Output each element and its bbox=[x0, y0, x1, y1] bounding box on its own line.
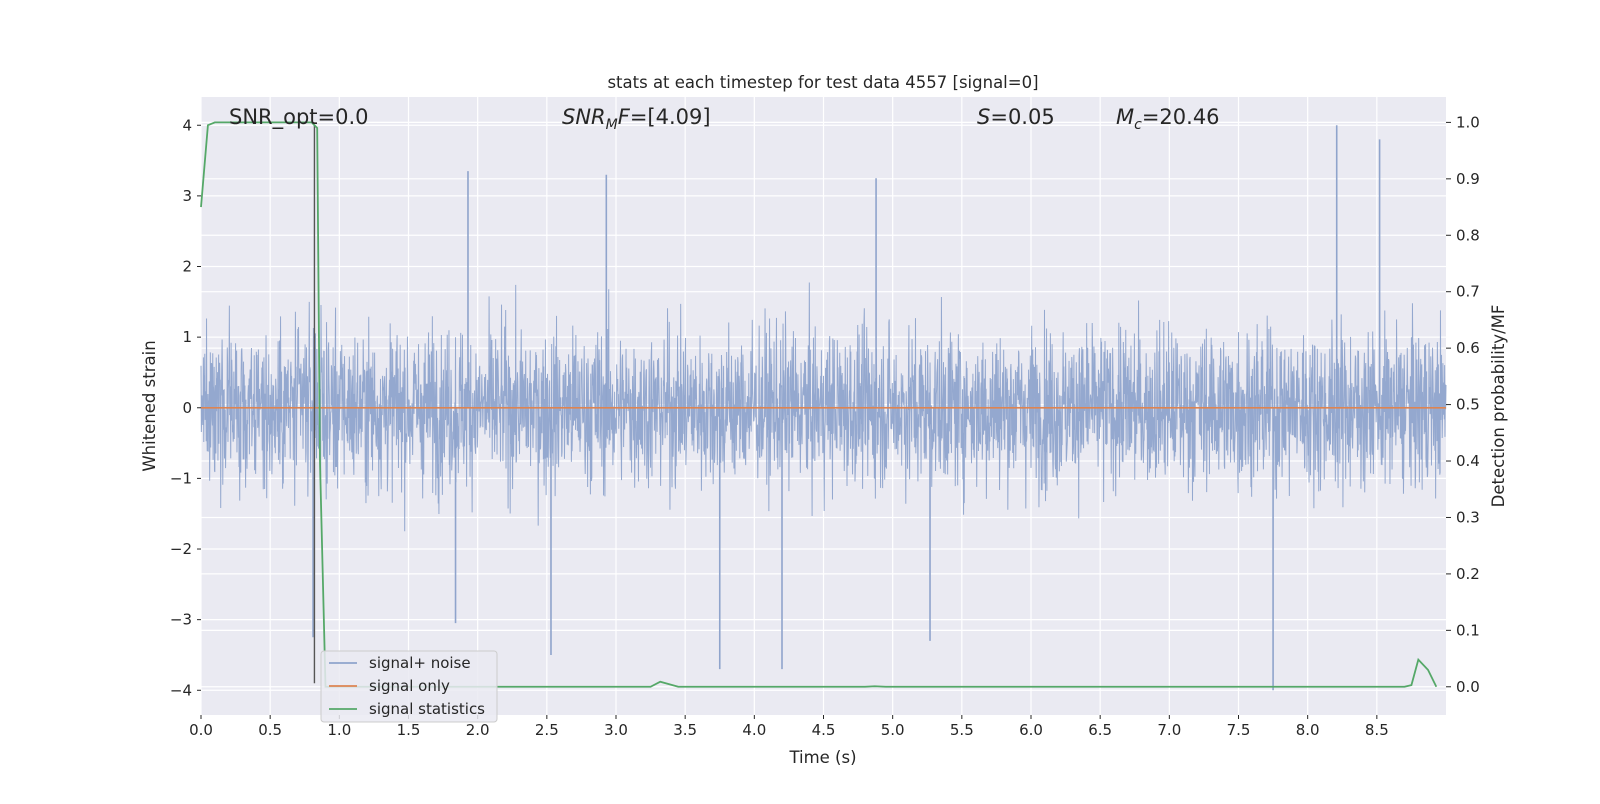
legend-label-signal-noise: signal+ noise bbox=[369, 654, 471, 672]
y-tick-label: 2 bbox=[182, 258, 192, 276]
x-tick-label: 0.0 bbox=[189, 721, 213, 739]
chart-title: stats at each timestep for test data 455… bbox=[607, 73, 1038, 92]
snr-mf-symbol: SNR bbox=[562, 105, 606, 129]
x-tick-label: 3.0 bbox=[604, 721, 628, 739]
legend-label-signal-statistics: signal statistics bbox=[369, 700, 485, 718]
legend-box bbox=[320, 650, 498, 723]
x-tick-label: 1.5 bbox=[397, 721, 421, 739]
x-tick-label: 8.5 bbox=[1365, 721, 1389, 739]
mc-sub: c bbox=[1134, 117, 1142, 133]
y-right-tick-label: 0.8 bbox=[1456, 226, 1480, 244]
x-tick-label: 4.5 bbox=[812, 721, 836, 739]
y-right-tick-label: 0.7 bbox=[1456, 283, 1480, 301]
x-axis-label: Time (s) bbox=[788, 748, 856, 767]
x-tick-label: 2.5 bbox=[535, 721, 559, 739]
x-tick-label: 5.5 bbox=[950, 721, 974, 739]
x-tick-label: 0.5 bbox=[258, 721, 282, 739]
snr-mf-value: =[4.09] bbox=[630, 105, 711, 129]
x-tick-label: 8.0 bbox=[1296, 721, 1320, 739]
x-tick-label: 6.0 bbox=[1019, 721, 1043, 739]
y-tick-label: 1 bbox=[182, 328, 192, 346]
y-tick-label: −3 bbox=[170, 611, 192, 629]
series-lines bbox=[200, 121, 1446, 688]
s-symbol: S bbox=[977, 105, 990, 129]
x-tick-label: 7.5 bbox=[1227, 721, 1251, 739]
x-tick-label: 6.5 bbox=[1088, 721, 1112, 739]
y-right-tick-label: 0.1 bbox=[1456, 621, 1480, 639]
y-right-axis-label: Detection probability/MF bbox=[1489, 305, 1508, 508]
y-right-tick-label: 0.5 bbox=[1456, 396, 1480, 414]
s-value: =0.05 bbox=[990, 105, 1054, 129]
y-right-tick-labels: 0.0 0.1 0.2 0.3 0.4 0.5 0.6 0.7 0.8 0.9 1.0 bbox=[1446, 113, 1480, 696]
annotation-snr-mf: SNRMF=[4.09] bbox=[562, 105, 711, 133]
y-tick-label: −1 bbox=[170, 469, 192, 487]
y-right-tick-label: 0.3 bbox=[1456, 508, 1480, 526]
mc-symbol: M bbox=[1116, 105, 1134, 129]
x-tick-label: 2.0 bbox=[466, 721, 490, 739]
y-right-tick-label: 0.2 bbox=[1456, 565, 1480, 583]
y-tick-labels: −4 −3 −2 −1 0 1 2 3 4 bbox=[170, 116, 201, 699]
annotation-s: S=0.05 bbox=[977, 105, 1055, 129]
x-tick-label: 1.0 bbox=[327, 721, 351, 739]
y-right-tick-label: 1.0 bbox=[1456, 113, 1480, 131]
x-tick-label: 5.0 bbox=[881, 721, 905, 739]
y-tick-label: −4 bbox=[170, 681, 192, 699]
series-signal-statistics-line bbox=[200, 121, 1438, 688]
annotation-snr-opt: SNR_opt=0.0 bbox=[229, 105, 369, 130]
series-signal-noise bbox=[200, 125, 1447, 691]
series-signal-noise-line bbox=[200, 282, 1447, 532]
x-tick-label: 4.0 bbox=[742, 721, 766, 739]
snr-mf-sub: M bbox=[606, 117, 618, 133]
y-tick-label: 4 bbox=[182, 116, 192, 134]
annotation-mc: Mc=20.46 bbox=[1116, 105, 1220, 133]
y-right-tick-label: 0.0 bbox=[1456, 678, 1480, 696]
snr-mf-suffix: F bbox=[618, 105, 631, 129]
legend-label-signal-only: signal only bbox=[369, 677, 450, 695]
y-axis-label: Whitened strain bbox=[140, 340, 159, 471]
x-tick-labels: 0.0 0.5 1.0 1.5 2.0 2.5 3.0 3.5 4.0 4.5 5.0 5.5 6.0 6… bbox=[189, 715, 1389, 739]
y-tick-label: 0 bbox=[182, 399, 192, 417]
y-right-tick-label: 0.6 bbox=[1456, 339, 1480, 357]
y-right-tick-label: 0.4 bbox=[1456, 452, 1480, 470]
mc-value: =20.46 bbox=[1142, 105, 1220, 129]
y-right-tick-label: 0.9 bbox=[1456, 170, 1480, 188]
x-tick-label: 3.5 bbox=[673, 721, 697, 739]
y-tick-label: −2 bbox=[170, 540, 192, 558]
legend: signal+ noise signal only signal statist… bbox=[320, 650, 498, 723]
y-tick-label: 3 bbox=[182, 187, 192, 205]
x-tick-label: 7.0 bbox=[1157, 721, 1181, 739]
